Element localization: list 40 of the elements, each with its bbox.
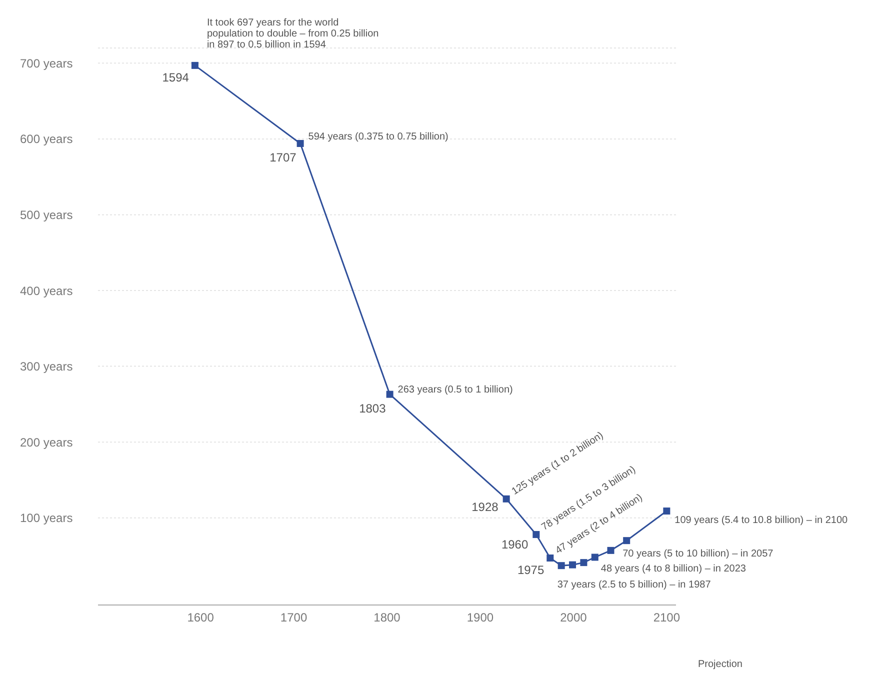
x-tick-label: 1900 <box>466 610 494 625</box>
point <box>386 390 394 398</box>
x-tick-label: 1600 <box>187 610 214 625</box>
x-tick-label: 1800 <box>374 610 401 625</box>
annotation: 1707 <box>270 150 297 164</box>
y-tick-label: 400 years <box>20 284 73 298</box>
point <box>296 140 304 147</box>
annotation: 37 years (2.5 to 5 billion) – in 1987 <box>557 580 712 591</box>
y-tick-label: 600 years <box>20 132 73 146</box>
annotation: 1803 <box>359 401 386 416</box>
y-tick-label: 200 years <box>20 435 73 450</box>
point <box>580 559 588 566</box>
point <box>607 546 614 554</box>
annotation: 1975 <box>517 563 544 578</box>
x-tick-label: 2000 <box>560 610 588 625</box>
point <box>532 531 540 538</box>
annotation: It took 697 years for the world population to double – from 0.25 billion in 897 to 0.5 billion in 1594 <box>206 17 379 50</box>
point <box>191 62 198 69</box>
point <box>546 554 554 562</box>
y-tick-label: 500 years <box>20 208 73 222</box>
point <box>591 554 598 561</box>
point <box>502 495 510 502</box>
annotation: 594 years (0.375 to 0.75 billion) <box>308 131 448 142</box>
point <box>663 508 670 515</box>
annotation: 109 years (5.4 to 10.8 billion) – in 2100 <box>674 515 848 526</box>
point <box>569 561 576 568</box>
y-tick-label: 700 years <box>20 56 73 70</box>
x-tick-label: 2100 <box>653 610 680 625</box>
annotation: 1960 <box>501 538 528 552</box>
x-tick-label: 1700 <box>280 610 308 625</box>
text: Projection <box>698 659 742 670</box>
annotation: 1594 <box>162 70 190 84</box>
point <box>623 537 630 544</box>
y-tick-label: 100 years <box>20 511 73 526</box>
point <box>558 562 565 570</box>
annotation: 70 years (5 to 10 billion) – in 2057 <box>622 548 774 560</box>
annotation: 263 years (0.5 to 1 billion) <box>398 384 513 396</box>
annotation: 48 years (4 to 8 billion) – in 2023 <box>600 563 746 574</box>
annotation: 1928 <box>472 500 499 514</box>
y-tick-label: 300 years <box>20 360 73 374</box>
